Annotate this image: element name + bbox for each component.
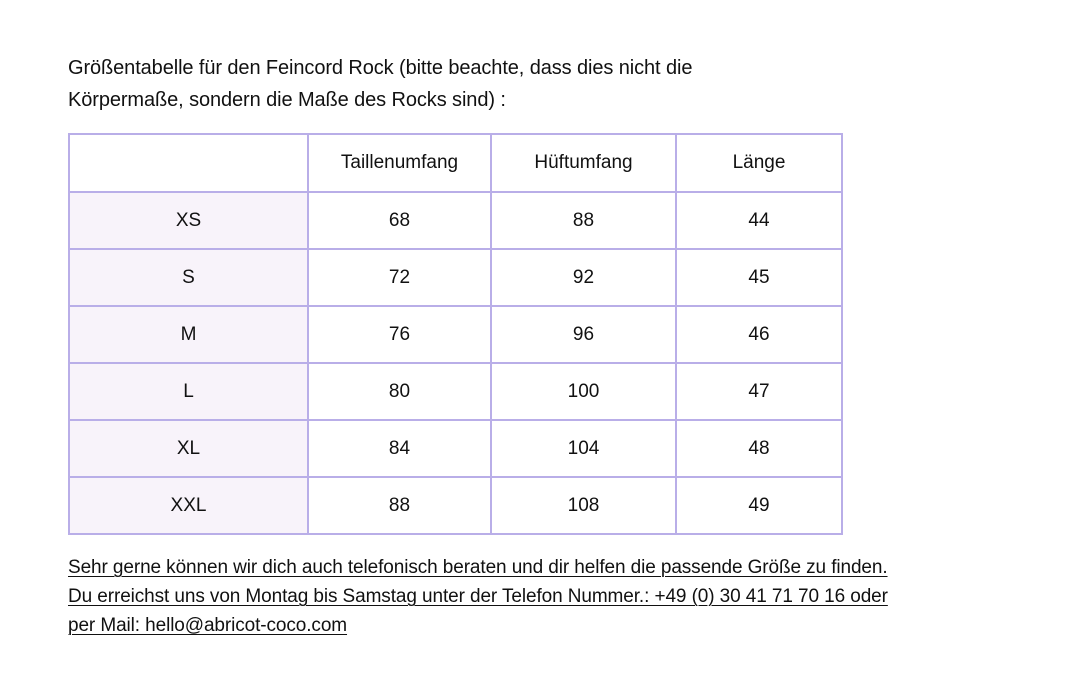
table-row-xxl: XXL 88 108 49 (68, 476, 843, 535)
size-label: M (68, 305, 309, 364)
hip-value: 88 (490, 191, 677, 250)
table-row-s: S 72 92 45 (68, 248, 843, 307)
contact-note: Sehr gerne können wir dich auch telefoni… (68, 553, 1012, 640)
table-row-xs: XS 68 88 44 (68, 191, 843, 250)
size-label: S (68, 248, 309, 307)
header-cell-waist: Taillenumfang (307, 133, 492, 193)
header-cell-hip: Hüftumfang (490, 133, 677, 193)
contact-note-line-1: Sehr gerne können wir dich auch telefoni… (68, 557, 888, 578)
table-row-xl: XL 84 104 48 (68, 419, 843, 478)
hip-value: 96 (490, 305, 677, 364)
length-value: 45 (675, 248, 843, 307)
hip-value: 108 (490, 476, 677, 535)
page-title-line-1: Größentabelle für den Feincord Rock (bit… (68, 57, 693, 79)
hip-value: 100 (490, 362, 677, 421)
header-cell-length: Länge (675, 133, 843, 193)
size-table: Taillenumfang Hüftumfang Länge XS 68 88 … (68, 133, 843, 535)
hip-value: 104 (490, 419, 677, 478)
length-value: 44 (675, 191, 843, 250)
header-cell-empty (68, 133, 309, 193)
contact-note-line-3-email: per Mail: hello@abricot-coco.com (68, 615, 348, 636)
size-label: L (68, 362, 309, 421)
table-row-m: M 76 96 46 (68, 305, 843, 364)
size-label: XS (68, 191, 309, 250)
waist-value: 88 (307, 476, 492, 535)
page-title: Größentabelle für den Feincord Rock (bit… (68, 52, 1012, 116)
waist-value: 80 (307, 362, 492, 421)
contact-note-line-2-phone: Du erreichst uns von Montag bis Samstag … (68, 586, 888, 607)
page-title-line-2: Körpermaße, sondern die Maße des Rocks s… (68, 89, 506, 111)
length-value: 47 (675, 362, 843, 421)
length-value: 46 (675, 305, 843, 364)
length-value: 48 (675, 419, 843, 478)
waist-value: 72 (307, 248, 492, 307)
waist-value: 76 (307, 305, 492, 364)
hip-value: 92 (490, 248, 677, 307)
size-label: XXL (68, 476, 309, 535)
table-row-l: L 80 100 47 (68, 362, 843, 421)
table-header-row: Taillenumfang Hüftumfang Länge (68, 133, 843, 193)
size-label: XL (68, 419, 309, 478)
waist-value: 68 (307, 191, 492, 250)
length-value: 49 (675, 476, 843, 535)
waist-value: 84 (307, 419, 492, 478)
